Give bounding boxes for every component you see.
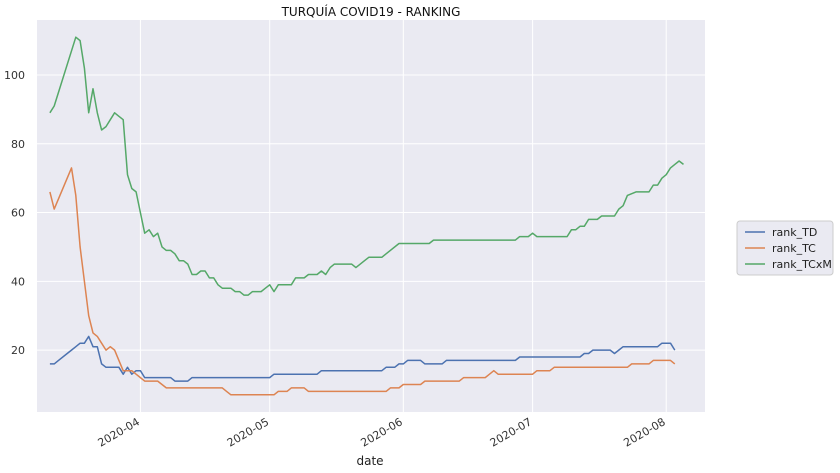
y-tick-label: 20 <box>11 344 25 357</box>
y-tick-label: 100 <box>4 69 25 82</box>
x-tick-label: 2020-06 <box>359 415 405 449</box>
x-tick-label: 2020-05 <box>225 415 271 449</box>
x-tick-label: 2020-04 <box>96 415 142 449</box>
y-tick-label: 80 <box>11 138 25 151</box>
y-tick-label: 60 <box>11 207 25 220</box>
legend-label: rank_TC <box>772 242 816 255</box>
x-axis-label: date <box>356 454 383 468</box>
series-line-rank_TCxM <box>49 36 684 296</box>
plot-background <box>37 20 705 412</box>
y-tick-labels: 20 40 60 80 100 <box>4 69 25 357</box>
legend-frame <box>736 220 834 276</box>
legend-label: rank_TD <box>772 226 817 239</box>
series-line-rank_TC <box>49 167 676 396</box>
legend: rank_TD rank_TC rank_TCxM <box>736 220 834 276</box>
series-lines <box>49 36 684 396</box>
x-tick-label: 2020-08 <box>621 415 667 449</box>
series-line-rank_TD <box>49 335 676 382</box>
chart-title: TURQUÍA COVID19 - RANKING <box>281 4 461 19</box>
x-tick-labels: 2020-04 2020-05 2020-06 2020-07 2020-08 <box>96 415 668 449</box>
x-tick-label: 2020-07 <box>488 415 534 449</box>
legend-label: rank_TCxM <box>772 258 832 271</box>
y-tick-label: 40 <box>11 275 25 288</box>
